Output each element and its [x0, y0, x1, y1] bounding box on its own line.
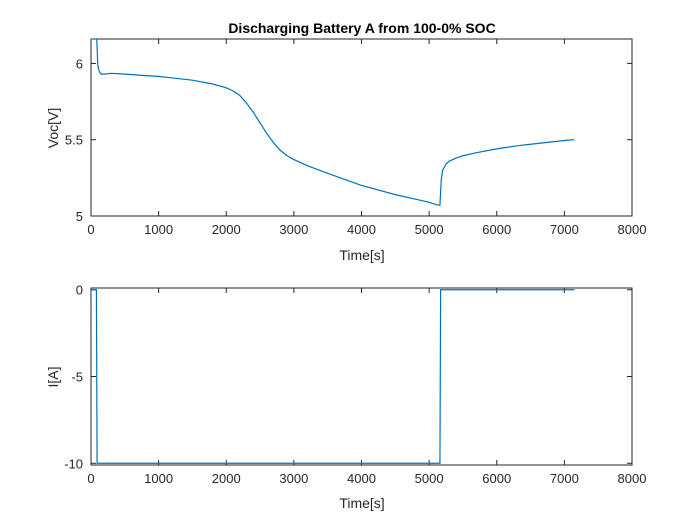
voltage-x-tick-label: 6000 — [482, 222, 511, 237]
current-subplot: 0 1000 2000 3000 4000 5000 6000 7000 8000 -10 -50 … — [45, 283, 646, 511]
current-x-tick-label: 5000 — [415, 471, 444, 486]
voltage-y-tick-label: 5 — [76, 209, 83, 224]
voltage-x-tick-label: 5000 — [415, 222, 444, 237]
voltage-y-axis-label: Voc[V] — [45, 108, 61, 148]
voltage-y-tick-label: 5.5 — [65, 133, 83, 148]
voltage-subplot: Discharging Battery A from 100-0% SOC 0 1… — [45, 20, 646, 263]
voltage-x-tick-label: 4000 — [347, 222, 376, 237]
current-x-tick-label: 0 — [87, 471, 94, 486]
current-x-tick-label: 7000 — [550, 471, 579, 486]
current-x-tick-label: 2000 — [212, 471, 241, 486]
voltage-x-axis-label: Time[s] — [339, 247, 384, 263]
voltage-x-tick-label: 8000 — [618, 222, 647, 237]
voltage-x-tick-label: 7000 — [550, 222, 579, 237]
current-x-axis-label: Time[s] — [339, 495, 384, 511]
current-x-tick-label: 3000 — [279, 471, 308, 486]
current-y-axis-label: I[A] — [45, 366, 61, 387]
voltage-y-tick-label: 6 — [76, 56, 83, 71]
current-x-tick-label: 1000 — [144, 471, 173, 486]
current-ticks: 0 1000 2000 3000 4000 5000 6000 7000 8000 -10 -5 0 — [64, 283, 646, 486]
voltage-x-tick-label: 3000 — [279, 222, 308, 237]
voltage-series-line — [91, 38, 575, 206]
voltage-x-tick-label: 1000 — [144, 222, 173, 237]
voltage-x-tick-label: 0 — [87, 222, 94, 237]
current-x-tick-label: 6000 — [482, 471, 511, 486]
current-x-tick-label: 8000 — [618, 471, 647, 486]
current-series-line — [91, 289, 575, 464]
current-y-tick-label: 0 — [76, 283, 83, 298]
voltage-axes-box — [90, 38, 633, 217]
current-y-tick-label: -5 — [71, 370, 83, 385]
current-axes-box — [90, 287, 633, 466]
current-x-tick-label: 4000 — [347, 471, 376, 486]
voltage-chart-title: Discharging Battery A from 100-0% SOC — [228, 20, 495, 36]
voltage-x-tick-label: 2000 — [212, 222, 241, 237]
current-y-tick-label: -10 — [64, 456, 83, 471]
voltage-ticks: 0 1000 2000 3000 4000 5000 6000 7000 8000 5 5.5 6 — [65, 39, 647, 237]
